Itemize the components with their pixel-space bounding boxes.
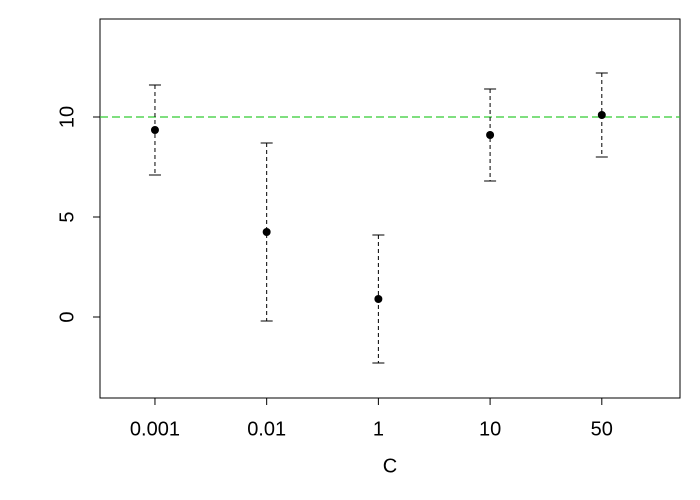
plot-frame [99,18,681,399]
point [597,111,606,119]
point [486,131,495,139]
x-axis-label: C [383,455,397,477]
x-tick-label: 0.001 [130,418,180,440]
x-tick-label: 0.01 [247,418,286,440]
y-tick-label: 10 [56,106,78,128]
point [262,228,271,236]
y-tick-label: 5 [56,211,78,222]
point [374,295,383,303]
x-tick-label: 1 [373,418,384,440]
x-tick-label: 50 [591,418,613,440]
point [150,126,159,134]
y-tick-label: 0 [56,311,78,322]
error-bar [260,142,273,322]
x-tick-label: 10 [479,418,501,440]
